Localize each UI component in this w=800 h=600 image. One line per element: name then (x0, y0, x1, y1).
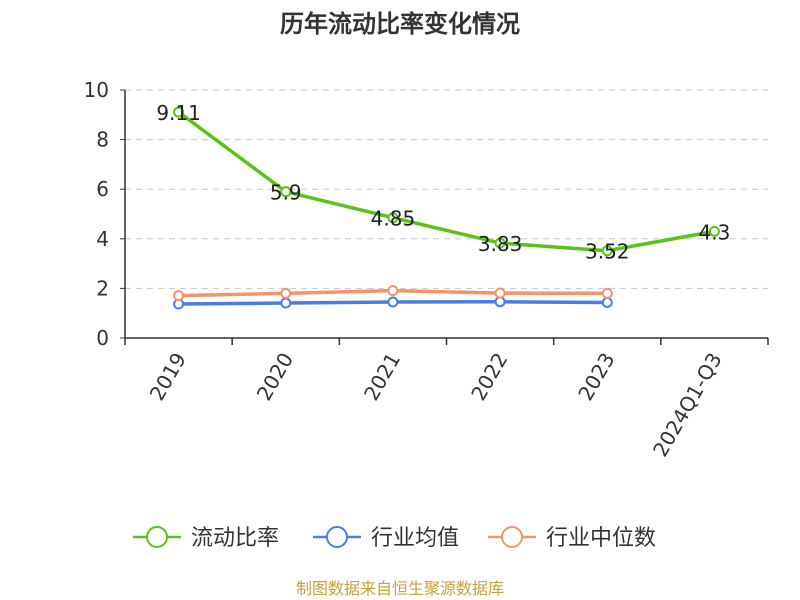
data-point (601, 287, 613, 299)
legend-label: 行业均值 (371, 526, 459, 551)
data-label: 9.11 (156, 101, 201, 125)
data-label: 4.85 (371, 207, 416, 231)
data-label: 4.3 (699, 220, 731, 244)
y-tick-label: 2 (96, 276, 109, 300)
data-label: 3.83 (478, 232, 523, 256)
x-tick-label: 2023 (573, 349, 619, 405)
y-tick-label: 8 (96, 128, 109, 152)
x-tick-label: 2020 (252, 349, 298, 405)
data-label: 3.52 (585, 240, 630, 264)
y-tick-label: 4 (96, 227, 109, 251)
data-point (708, 225, 720, 237)
y-tick-label: 10 (84, 78, 109, 102)
legend-label: 行业中位数 (546, 526, 656, 551)
data-point (601, 245, 613, 257)
data-point (494, 287, 506, 299)
y-tick-label: 0 (96, 326, 109, 350)
x-tick-label: 2022 (466, 349, 512, 405)
series-line (177, 110, 715, 253)
data-point (387, 285, 399, 297)
legend-label: 流动比率 (191, 526, 279, 551)
data-point (280, 297, 292, 309)
data-label: 5.9 (270, 181, 302, 205)
chart-title: 历年流动比率变化情况 (280, 10, 520, 38)
data-point (387, 296, 399, 308)
x-tick-label: 2021 (359, 349, 405, 405)
x-tick-label: 2019 (145, 349, 191, 405)
data-point (280, 287, 292, 299)
data-point (280, 186, 292, 198)
x-tick-label: 2024Q1-Q3 (648, 349, 727, 461)
data-point (173, 290, 185, 302)
data-point (494, 237, 506, 249)
data-point (601, 297, 613, 309)
legend-marker (326, 526, 348, 548)
data-point (173, 106, 185, 118)
data-point (494, 296, 506, 308)
data-point (387, 212, 399, 224)
legend-marker (146, 526, 168, 548)
source-note: 制图数据来自恒生聚源数据库 (296, 579, 504, 598)
legend-marker (501, 526, 523, 548)
y-tick-label: 6 (96, 177, 109, 201)
